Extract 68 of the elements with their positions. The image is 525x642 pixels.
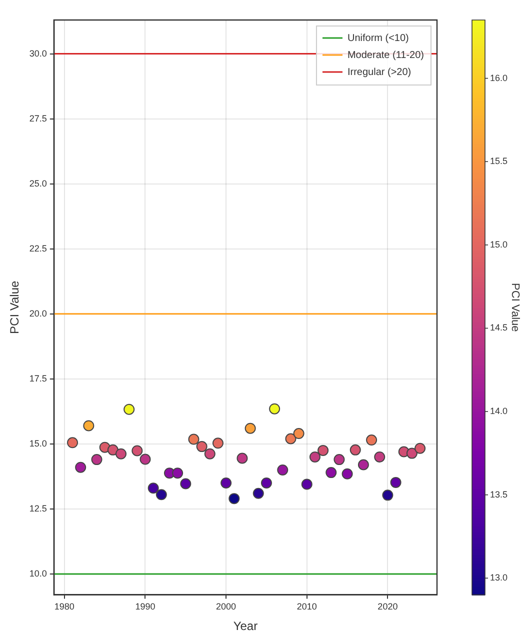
y-tick-label: 30.0 [29,48,47,58]
y-tick-label: 20.0 [29,308,47,318]
point [124,404,135,415]
point [277,464,288,476]
point [91,454,102,466]
point [83,420,94,432]
point [140,454,151,465]
point [212,438,224,449]
point [293,428,304,440]
point [220,477,232,488]
point [414,442,426,454]
y-tick-label: 15.0 [29,438,47,448]
x-axis-title: Year [233,619,258,634]
point [366,434,378,446]
point [67,437,78,448]
y-tick-label: 12.5 [29,503,47,514]
point [236,452,248,464]
point [180,478,192,490]
point [406,448,418,459]
color-bar-label: 13.5 [490,489,508,500]
point [309,451,320,462]
legend-label: Moderate (11-20) [347,50,424,61]
point [252,488,264,499]
point [285,433,296,444]
x-tick-label: 2000 [216,602,236,612]
point [342,468,353,480]
point [269,403,280,414]
color-bar-label: 14.0 [490,406,508,416]
point [301,478,312,490]
y-tick-label: 27.5 [29,113,47,124]
y-tick-label: 17.5 [29,373,47,384]
point [228,493,240,504]
y-axis-title: PCI Value [8,280,22,334]
point [148,482,159,494]
point [244,422,256,434]
point [132,445,143,456]
x-tick-label: 2010 [296,602,317,612]
color-bar-title: PCI Value [508,283,521,332]
y-tick-label: 22.5 [29,243,47,254]
y-tick-label: 25.0 [29,178,47,188]
legend-label: Uniform (<10) [347,32,409,44]
legend-label: Irregular (>20) [347,66,412,78]
x-tick-label: 1990 [135,602,156,612]
point [334,454,345,466]
point [390,476,402,488]
color-bar-label: 16.0 [490,72,508,83]
point [318,444,329,456]
color-bar-label: 13.0 [490,572,508,583]
point [172,468,184,479]
point [382,490,394,501]
point [374,451,386,462]
x-tick-label: 1980 [54,602,74,612]
point [115,448,126,460]
color-bar-label: 15.0 [490,239,508,250]
point [196,441,208,452]
point [358,459,369,470]
point [260,477,272,488]
point [188,434,200,445]
x-tick-label: 2020 [378,602,398,612]
color-bar-label: 15.5 [490,156,508,166]
point [107,444,118,456]
color-bar-label: 14.5 [490,322,508,333]
point [75,462,86,473]
point [204,448,216,460]
point [326,467,337,478]
point [156,489,167,500]
y-tick-label: 10.0 [29,568,47,578]
point [350,444,361,456]
